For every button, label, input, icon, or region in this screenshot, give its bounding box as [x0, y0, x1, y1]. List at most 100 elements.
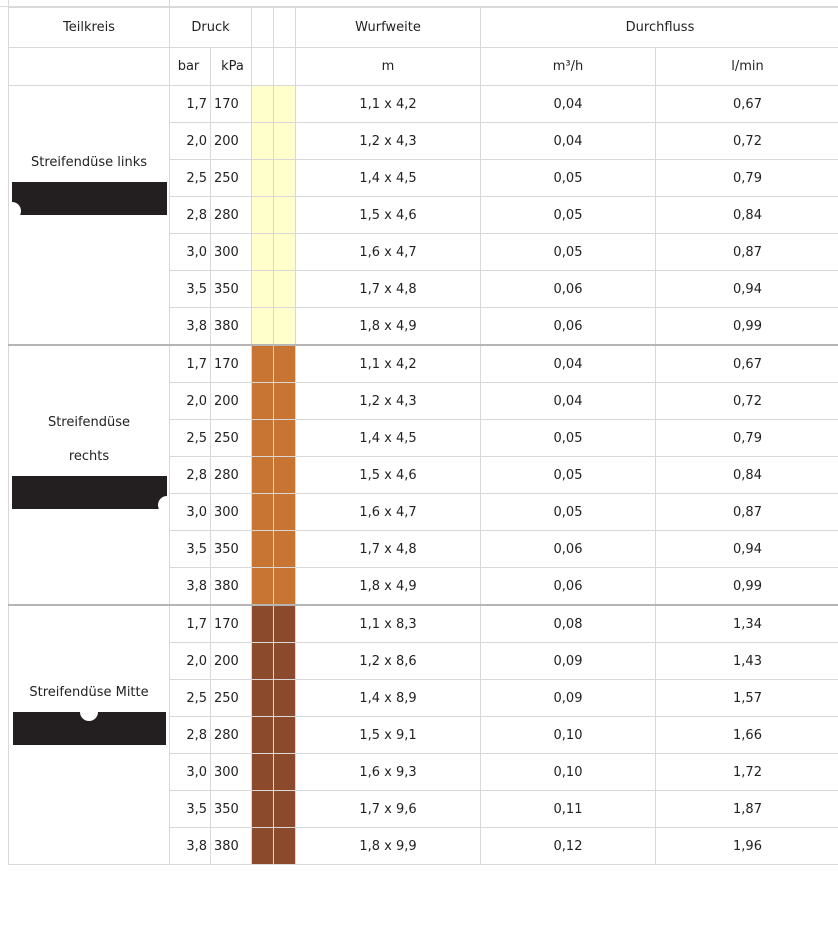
- druck-kpa-cell: 300: [210, 493, 252, 531]
- table-row: 2,5 250 1,4 x 8,9 0,09 1,57: [9, 679, 838, 717]
- color-swatch-cell: [251, 159, 274, 197]
- table-row: 3,0 300 1,6 x 4,7 0,05 0,87: [9, 493, 838, 531]
- wurfweite-cell: 1,2 x 8,6: [295, 642, 481, 680]
- color-swatch-cell: [251, 196, 274, 234]
- durchfluss-lmin-cell: 0,67: [654, 85, 838, 123]
- durchfluss-m3h-cell: 0,06: [480, 307, 656, 346]
- durchfluss-lmin-cell: 0,94: [654, 530, 838, 568]
- color-swatch-cell: [273, 122, 296, 160]
- color-swatch-cell: [273, 456, 296, 494]
- druck-kpa-cell: 350: [210, 530, 252, 568]
- wurfweite-cell: 1,7 x 4,8: [295, 530, 481, 568]
- druck-kpa-cell: 380: [210, 307, 252, 346]
- color-swatch-cell: [273, 270, 296, 308]
- durchfluss-m3h-cell: 0,05: [480, 419, 656, 457]
- color-swatch-cell: [273, 85, 296, 123]
- teilkreis-label: Streifendüse rechts: [14, 406, 164, 474]
- wurfweite-cell: 1,5 x 9,1: [295, 716, 481, 754]
- durchfluss-lmin-cell: 0,99: [654, 307, 838, 346]
- color-swatch-cell: [251, 567, 274, 606]
- wurfweite-cell: 1,7 x 4,8: [295, 270, 481, 308]
- nozzle-performance-table: Teilkreis Druck Wurfweite Durchfluss bar…: [8, 7, 838, 865]
- header-teilkreis: Teilkreis: [8, 7, 170, 48]
- druck-kpa-cell: 280: [210, 456, 252, 494]
- color-swatch-cell: [251, 85, 274, 123]
- color-swatch-cell: [251, 790, 274, 828]
- unit-lmin: l/min: [654, 47, 838, 86]
- teilkreis-label-line: rechts: [68, 449, 110, 464]
- nozzle-right-pattern-icon: [11, 476, 169, 514]
- durchfluss-lmin-cell: 1,57: [654, 679, 838, 717]
- wurfweite-cell: 1,7 x 9,6: [295, 790, 481, 828]
- druck-bar-cell: 2,8: [169, 196, 211, 234]
- druck-kpa-cell: 200: [210, 642, 252, 680]
- wurfweite-cell: 1,4 x 8,9: [295, 679, 481, 717]
- durchfluss-m3h-cell: 0,05: [480, 233, 656, 271]
- unit-m3h: m³/h: [480, 47, 656, 86]
- color-swatch-cell: [273, 493, 296, 531]
- druck-bar-cell: 2,5: [169, 419, 211, 457]
- durchfluss-lmin-cell: 1,72: [654, 753, 838, 791]
- color-swatch-cell: [273, 827, 296, 865]
- teilkreis-cell: Streifendüse links: [8, 85, 170, 346]
- top-border: [0, 0, 838, 7]
- wurfweite-cell: 1,8 x 9,9: [295, 827, 481, 865]
- wurfweite-cell: 1,6 x 9,3: [295, 753, 481, 791]
- unit-kpa: kPa: [210, 47, 252, 86]
- color-swatch-cell: [273, 642, 296, 680]
- teilkreis-cell: Streifendüse rechts: [8, 344, 170, 606]
- header-spacer: [251, 7, 274, 48]
- nozzle-center-pattern-icon: [12, 703, 166, 745]
- druck-kpa-cell: 380: [210, 827, 252, 865]
- color-swatch-cell: [251, 716, 274, 754]
- nozzle-left-pattern-icon: [9, 182, 167, 220]
- druck-kpa-cell: 250: [210, 679, 252, 717]
- durchfluss-m3h-cell: 0,09: [480, 679, 656, 717]
- druck-bar-cell: 3,8: [169, 567, 211, 606]
- druck-kpa-cell: 250: [210, 159, 252, 197]
- durchfluss-lmin-cell: 1,34: [654, 604, 838, 643]
- druck-bar-cell: 3,0: [169, 493, 211, 531]
- druck-kpa-cell: 200: [210, 382, 252, 420]
- units-spacer: [251, 47, 274, 86]
- durchfluss-m3h-cell: 0,06: [480, 270, 656, 308]
- color-swatch-cell: [273, 233, 296, 271]
- color-swatch-cell: [273, 344, 296, 383]
- table-row: 3,0 300 1,6 x 9,3 0,10 1,72: [9, 753, 838, 791]
- table-row: 3,5 350 1,7 x 4,8 0,06 0,94: [9, 530, 838, 568]
- durchfluss-lmin-cell: 1,43: [654, 642, 838, 680]
- header-wurfweite: Wurfweite: [295, 7, 481, 48]
- color-swatch-cell: [273, 679, 296, 717]
- durchfluss-m3h-cell: 0,05: [480, 493, 656, 531]
- druck-kpa-cell: 280: [210, 716, 252, 754]
- durchfluss-lmin-cell: 0,67: [654, 344, 838, 383]
- druck-bar-cell: 1,7: [169, 604, 211, 643]
- druck-bar-cell: 3,8: [169, 827, 211, 865]
- unit-m: m: [295, 47, 481, 86]
- color-swatch-cell: [251, 270, 274, 308]
- druck-kpa-cell: 300: [210, 233, 252, 271]
- druck-kpa-cell: 170: [210, 85, 252, 123]
- color-swatch-cell: [251, 122, 274, 160]
- druck-bar-cell: 3,5: [169, 270, 211, 308]
- druck-kpa-cell: 280: [210, 196, 252, 234]
- wurfweite-cell: 1,4 x 4,5: [295, 159, 481, 197]
- color-swatch-cell: [251, 827, 274, 865]
- color-swatch-cell: [273, 790, 296, 828]
- druck-kpa-cell: 170: [210, 604, 252, 643]
- wurfweite-cell: 1,5 x 4,6: [295, 196, 481, 234]
- durchfluss-m3h-cell: 0,10: [480, 753, 656, 791]
- durchfluss-lmin-cell: 0,94: [654, 270, 838, 308]
- color-swatch-cell: [251, 679, 274, 717]
- durchfluss-lmin-cell: 0,79: [654, 159, 838, 197]
- nozzle-notch: [157, 496, 169, 514]
- druck-bar-cell: 3,0: [169, 753, 211, 791]
- druck-bar-cell: 2,5: [169, 679, 211, 717]
- color-swatch-cell: [251, 233, 274, 271]
- druck-kpa-cell: 250: [210, 419, 252, 457]
- color-swatch-cell: [273, 419, 296, 457]
- table-row: 2,0 200 1,2 x 4,3 0,04 0,72: [9, 122, 838, 160]
- durchfluss-m3h-cell: 0,05: [480, 456, 656, 494]
- unit-bar: bar: [169, 47, 211, 86]
- wurfweite-cell: 1,1 x 4,2: [295, 85, 481, 123]
